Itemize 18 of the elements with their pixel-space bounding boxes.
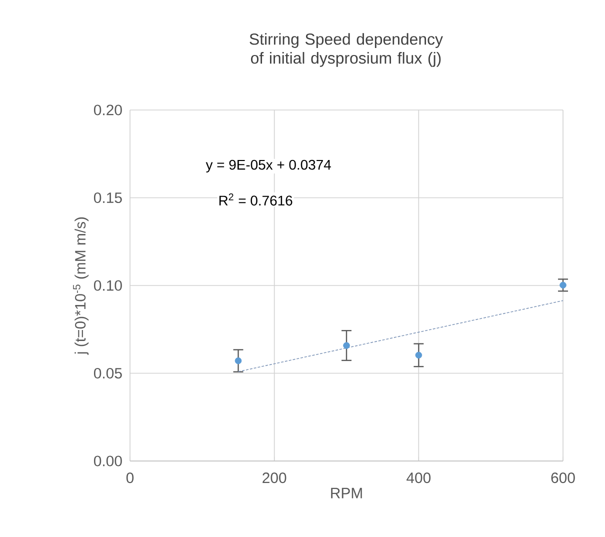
annotation: R$^{2}$ = 0.7616 bbox=[219, 193, 292, 206]
x-tick-label: 200 bbox=[262, 472, 286, 484]
point bbox=[234, 357, 242, 364]
x-tick-label: 0 bbox=[126, 472, 134, 484]
y-axis-title: j (t=0)*10$^{-5}$ (mM m/s) bbox=[73, 217, 89, 355]
x-tick-label: 600 bbox=[551, 472, 575, 484]
x-tick-label: 400 bbox=[406, 472, 431, 484]
x-axis-title: RPM bbox=[331, 488, 362, 498]
y-tick-label: 0.20 bbox=[94, 104, 122, 116]
y-tick-label: 0.10 bbox=[94, 280, 122, 291]
point bbox=[560, 282, 566, 289]
annotation: y = 9E-05x + 0.0374 bbox=[206, 160, 331, 172]
point bbox=[343, 342, 350, 349]
point bbox=[415, 352, 422, 359]
y-tick-label: 0.00 bbox=[94, 456, 122, 466]
chart-title: Stirring Speed dependency of initial dysprosium flux (j) bbox=[250, 33, 443, 67]
y-tick-label: 0.15 bbox=[94, 192, 122, 204]
y-tick-label: 0.05 bbox=[94, 368, 122, 379]
